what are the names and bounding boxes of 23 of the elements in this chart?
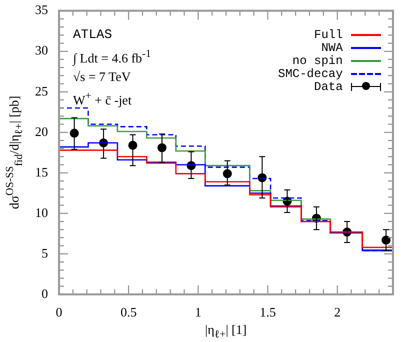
annotation: √s = 7 TeV — [73, 68, 131, 85]
y-tick-label: 0 — [42, 286, 48, 301]
y-tick-label: 30 — [35, 42, 48, 58]
legend-label: no spin — [292, 54, 343, 68]
y-tick-label: 25 — [35, 83, 48, 98]
x-tick-label: 0 — [56, 304, 62, 320]
annotation: ∫ Ldt = 4.6 fb$^{-1}$ — [73, 48, 152, 66]
x-tick-label: 0.5 — [120, 304, 137, 320]
y-tick-label: 35 — [35, 2, 48, 18]
y-tick-label: 10 — [35, 204, 48, 220]
annotation: ATLAS — [73, 26, 112, 42]
legend-label: Full — [314, 28, 343, 42]
x-tick-label: 1.5 — [260, 304, 276, 320]
y-tick-label: 5 — [42, 245, 48, 260]
annotation: W$^{+}$ + c̄ -jet — [73, 90, 132, 108]
legend-label: Data — [314, 80, 343, 94]
x-tick-label: 1 — [194, 304, 202, 320]
y-tick-label: 20 — [35, 124, 48, 139]
legend-label: NWA — [321, 41, 343, 56]
x-tick-label: 2 — [334, 304, 341, 320]
y-tick-label: 15 — [35, 164, 48, 180]
legend-label: SMC-decay — [278, 67, 343, 82]
x-axis-title: |η$_{ℓ+}$| [1] — [205, 322, 247, 341]
